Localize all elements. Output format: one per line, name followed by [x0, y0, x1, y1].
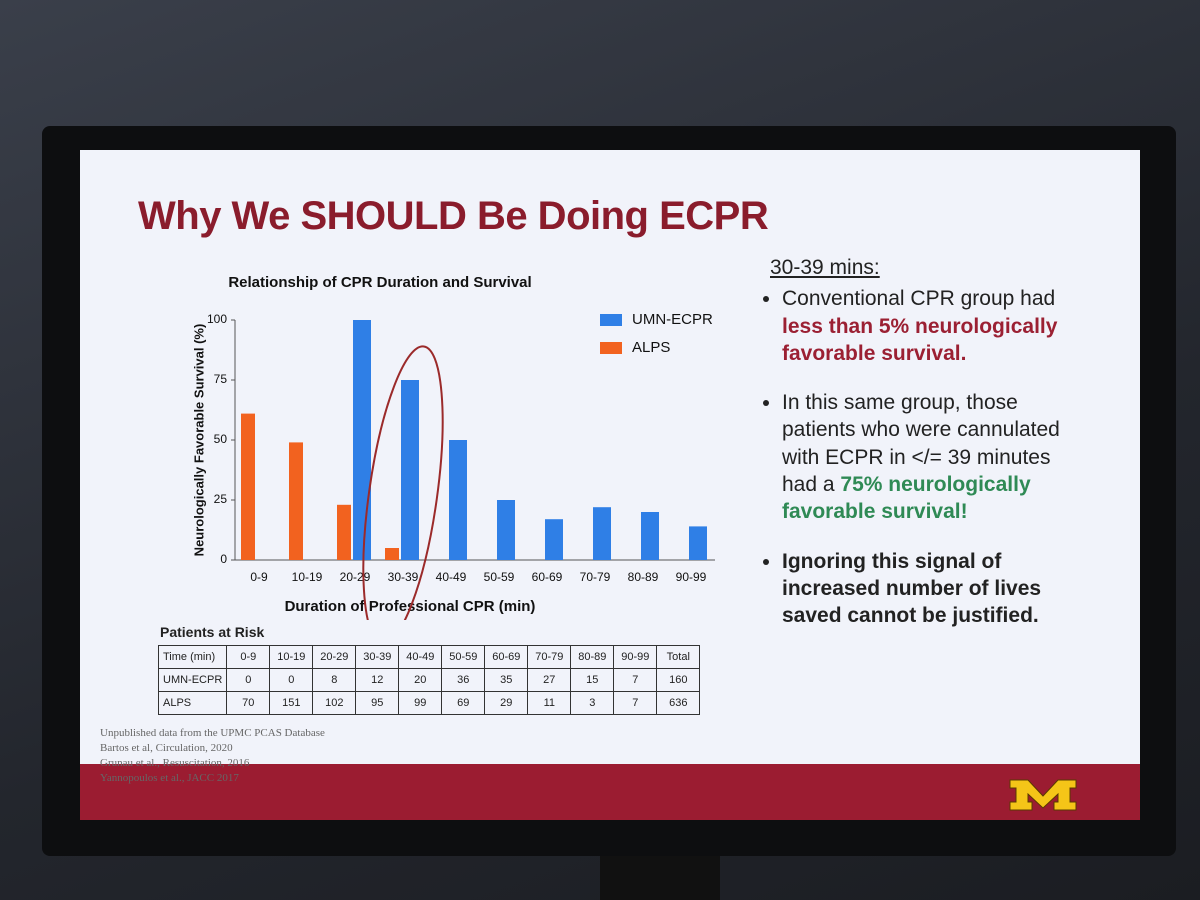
x-tick-label: 40-49 [436, 570, 467, 584]
table-title: Patients at Risk [160, 624, 265, 640]
table-cell: 40-49 [398, 645, 443, 669]
x-tick-label: 50-59 [484, 570, 515, 584]
table-cell: 27 [527, 668, 572, 692]
footnote: Yannopoulos et al., JACC 2017 [100, 772, 239, 784]
table-cell: 160 [656, 668, 701, 692]
bar [289, 442, 303, 560]
slide-title: Why We SHOULD Be Doing ECPR [138, 194, 769, 238]
table-cell: 11 [527, 691, 572, 715]
footnote: Grunau et al., Resuscitation, 2016 [100, 757, 250, 769]
table-cell: Time (min) [157, 645, 228, 669]
bullet-text: In this same group, those patients who w… [782, 391, 1060, 497]
x-tick-label: 20-29 [340, 570, 371, 584]
table-cell: 20-29 [312, 645, 357, 669]
y-tick-label: 100 [207, 312, 227, 326]
x-tick-label: 60-69 [532, 570, 563, 584]
y-tick-label: 0 [220, 552, 227, 566]
x-tick-label: 80-89 [628, 570, 659, 584]
bullet-text: Ignoring this signal of increased number… [782, 549, 1042, 628]
slide: Why We SHOULD Be Doing ECPR Relationship… [80, 150, 1140, 820]
y-tick-label: 25 [214, 492, 228, 506]
table-cell: 7 [613, 668, 658, 692]
table-cell: 70 [226, 691, 271, 715]
table-cell: 8 [312, 668, 357, 692]
bar [353, 320, 371, 560]
bullet-highlight: 75% neurologically favorable survival! [782, 473, 1031, 524]
footnotes: Unpublished data from the UPMC PCAS Data… [100, 726, 325, 786]
table-cell: 20 [398, 668, 443, 692]
chart: Relationship of CPR Duration and Surviva… [191, 274, 715, 620]
y-axis-label: Neurologically Favorable Survival (%) [191, 324, 206, 557]
bullet: In this same group, those patients who w… [782, 389, 1080, 525]
table-cell: 36 [441, 668, 486, 692]
table-cell: 3 [570, 691, 615, 715]
table-cell: 50-59 [441, 645, 486, 669]
table-cell: UMN-ECPR [157, 668, 228, 692]
logo [1009, 779, 1077, 811]
bar [401, 380, 419, 560]
logo-mark [1009, 779, 1077, 811]
footnote: Unpublished data from the UPMC PCAS Data… [100, 727, 325, 739]
x-tick-label: 10-19 [292, 570, 323, 584]
table-cell: 69 [441, 691, 486, 715]
bullet-list: Conventional CPR group had less than 5% … [760, 285, 1080, 629]
chart-title: Relationship of CPR Duration and Surviva… [228, 274, 531, 291]
bar [641, 512, 659, 560]
table-cell: 15 [570, 668, 615, 692]
table-cell: 12 [355, 668, 400, 692]
table-row: Time (min) 0-9 10-19 20-29 30-39 40-49 50-59 60… [157, 645, 701, 669]
table-cell: 102 [312, 691, 357, 715]
bar [545, 519, 563, 560]
bullet-highlight: less than 5% neurologically favorable su… [782, 314, 1058, 365]
notes-heading: 30-39 mins: [770, 256, 880, 279]
table-cell: 60-69 [484, 645, 529, 669]
table-cell: 90-99 [613, 645, 658, 669]
table-cell: 99 [398, 691, 443, 715]
bar [449, 440, 467, 560]
table-cell: 636 [656, 691, 701, 715]
legend-label: UMN-ECPR [632, 311, 713, 328]
table: Time (min) 0-9 10-19 20-29 30-39 40-49 50-59 60… [157, 645, 701, 715]
bar [241, 413, 255, 560]
x-tick-label: 0-9 [250, 570, 268, 584]
legend-swatch [600, 314, 622, 326]
table-cell: 0 [269, 668, 314, 692]
bar [497, 500, 515, 560]
notes: 30-39 mins: Conventional CPR group had l… [760, 254, 1080, 652]
table-cell: 29 [484, 691, 529, 715]
bullet-text: Conventional CPR group had [782, 287, 1056, 311]
table-cell: ALPS [157, 691, 228, 715]
bar [689, 526, 707, 560]
table-cell: 10-19 [269, 645, 314, 669]
x-tick-label: 70-79 [580, 570, 611, 584]
legend-label: ALPS [632, 339, 670, 356]
bullet: Ignoring this signal of increased number… [782, 548, 1080, 630]
table-cell: 0 [226, 668, 271, 692]
table-cell: 0-9 [226, 645, 271, 669]
table-cell: 70-79 [527, 645, 572, 669]
legend-swatch [600, 342, 622, 354]
table-cell: 35 [484, 668, 529, 692]
bar [385, 548, 399, 560]
table-cell: 80-89 [570, 645, 615, 669]
highlight-ellipse [362, 345, 444, 620]
bar [337, 504, 351, 560]
footnote: Bartos et al, Circulation, 2020 [100, 742, 233, 754]
table-cell: 7 [613, 691, 658, 715]
table-row: ALPS 70 151 102 95 99 69 29 11 3 7 636 [157, 691, 701, 715]
table-cell: 151 [269, 691, 314, 715]
table-cell: 30-39 [355, 645, 400, 669]
x-tick-label: 30-39 [388, 570, 419, 584]
table-cell: 95 [355, 691, 400, 715]
table-cell: Total [656, 645, 701, 669]
footer-band [80, 764, 1140, 820]
table-row: UMN-ECPR 0 0 8 12 20 36 35 27 15 7 160 [157, 668, 701, 692]
x-tick-label: 90-99 [676, 570, 707, 584]
y-tick-label: 50 [214, 432, 228, 446]
bar [593, 507, 611, 560]
y-tick-label: 75 [214, 372, 228, 386]
bullet: Conventional CPR group had less than 5% … [782, 285, 1080, 367]
